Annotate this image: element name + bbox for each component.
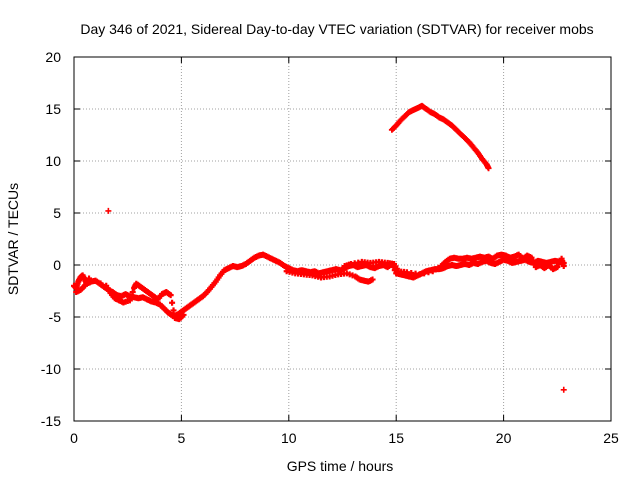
y-tick-label: 0 <box>53 257 61 273</box>
y-tick-label: -10 <box>41 361 61 377</box>
data-point <box>560 386 567 393</box>
y-tick-label: 20 <box>45 49 61 65</box>
x-tick-label: 0 <box>70 430 78 446</box>
data-point <box>169 299 176 306</box>
chart-title: Day 346 of 2021, Sidereal Day-to-day VTE… <box>80 21 593 37</box>
y-tick-label: -15 <box>41 413 61 429</box>
data-points <box>71 102 567 393</box>
x-tick-label: 15 <box>388 430 404 446</box>
data-point <box>126 297 133 304</box>
data-point <box>529 257 536 264</box>
data-point <box>369 276 376 283</box>
data-point <box>91 277 98 284</box>
x-tick-label: 5 <box>178 430 186 446</box>
plot-border <box>73 56 612 422</box>
y-tick-label: -5 <box>49 309 62 325</box>
data-point <box>167 292 174 299</box>
y-tick-label: 5 <box>53 205 61 221</box>
x-axis-label: GPS time / hours <box>287 458 394 474</box>
y-tick-label: 10 <box>45 153 61 169</box>
y-axis-label: SDTVAR / TECUs <box>5 183 21 295</box>
data-point <box>485 165 492 172</box>
x-tick-label: 10 <box>281 430 297 446</box>
data-point <box>528 254 535 261</box>
data-point <box>105 207 112 214</box>
x-tick-label: 25 <box>603 430 619 446</box>
x-tick-label: 20 <box>496 430 512 446</box>
data-point <box>560 263 567 270</box>
data-point <box>129 289 136 296</box>
data-point <box>180 311 187 318</box>
data-point <box>97 280 104 287</box>
y-tick-label: 15 <box>45 101 61 117</box>
axes <box>73 56 612 422</box>
data-point <box>86 275 93 282</box>
data-point <box>170 307 177 314</box>
grid <box>74 57 611 421</box>
data-point <box>128 293 135 300</box>
tick-labels: 0 5 10 15 20 25 -15 -10 -5 0 5 10 15 20 <box>41 49 619 446</box>
